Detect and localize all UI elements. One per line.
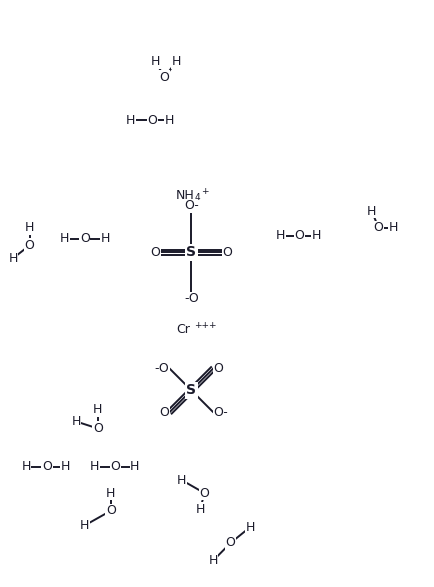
Text: O: O xyxy=(373,221,382,234)
Text: H: H xyxy=(80,519,89,532)
Text: O: O xyxy=(80,232,89,245)
Text: H: H xyxy=(60,460,70,473)
Text: H: H xyxy=(151,55,160,68)
Text: H: H xyxy=(59,232,69,245)
Text: -O: -O xyxy=(184,292,198,305)
Text: H: H xyxy=(8,252,18,265)
Text: O: O xyxy=(147,114,157,127)
Text: +: + xyxy=(201,187,208,196)
Text: H: H xyxy=(125,114,135,127)
Text: 4: 4 xyxy=(194,193,200,202)
Text: H: H xyxy=(388,221,398,234)
Text: O-: O- xyxy=(213,406,228,419)
Text: O: O xyxy=(93,422,102,435)
Text: O: O xyxy=(213,362,223,375)
Text: H: H xyxy=(245,521,254,534)
Text: H: H xyxy=(177,474,186,487)
Text: Cr: Cr xyxy=(176,323,190,336)
Text: H: H xyxy=(366,205,376,218)
Text: O: O xyxy=(199,487,209,500)
Text: H: H xyxy=(71,415,81,428)
Text: S: S xyxy=(186,245,196,259)
Text: O: O xyxy=(294,230,303,242)
Text: H: H xyxy=(106,487,115,500)
Text: O-: O- xyxy=(184,200,198,212)
Text: O: O xyxy=(150,246,160,259)
Text: H: H xyxy=(25,221,34,234)
Text: H: H xyxy=(100,232,110,245)
Text: H: H xyxy=(195,503,204,516)
Text: H: H xyxy=(171,55,181,68)
Text: H: H xyxy=(208,554,217,567)
Text: O: O xyxy=(159,71,169,84)
Text: O: O xyxy=(159,406,169,419)
Text: H: H xyxy=(93,403,102,416)
Text: NH: NH xyxy=(175,189,194,202)
Text: O: O xyxy=(42,460,52,473)
Text: O: O xyxy=(25,239,34,252)
Text: -O: -O xyxy=(154,362,169,375)
Text: O: O xyxy=(110,460,120,473)
Text: O: O xyxy=(225,537,235,549)
Text: H: H xyxy=(311,230,321,242)
Text: O: O xyxy=(106,504,115,517)
Text: H: H xyxy=(275,230,285,242)
Text: S: S xyxy=(186,383,196,397)
Text: H: H xyxy=(130,460,139,473)
Text: H: H xyxy=(90,460,99,473)
Text: H: H xyxy=(21,460,31,473)
Text: H: H xyxy=(164,114,174,127)
Text: +++: +++ xyxy=(194,322,216,330)
Text: O: O xyxy=(222,246,232,259)
